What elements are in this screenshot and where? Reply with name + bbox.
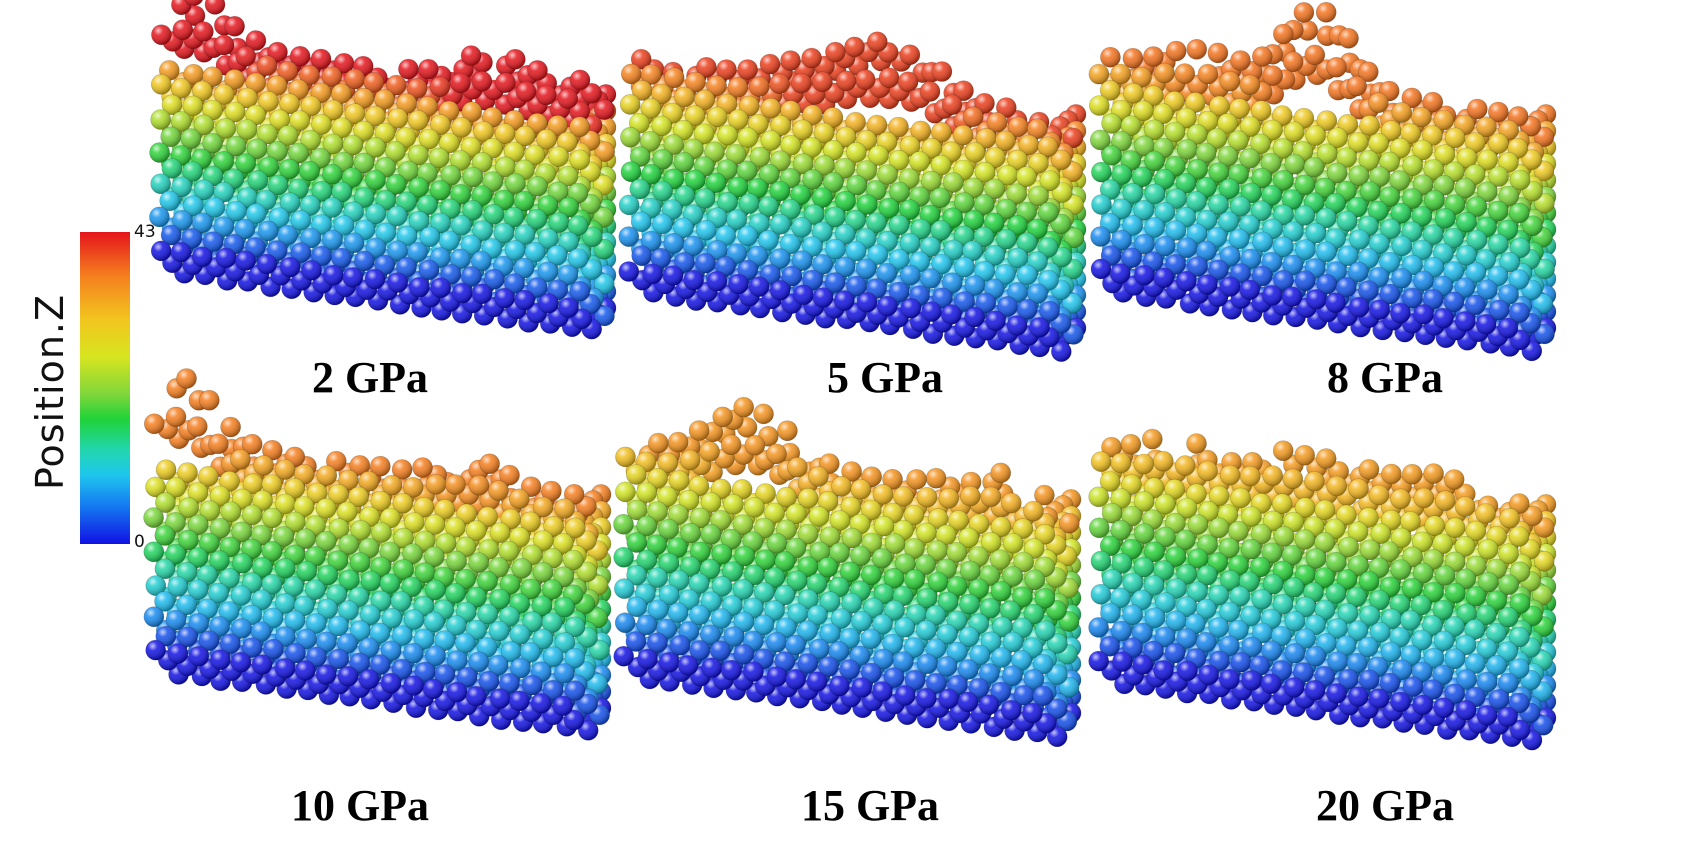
atom-slab-2gpa (149, 0, 617, 340)
panel-label-8gpa: 8 GPa (1326, 353, 1444, 402)
colorbar-min-label: 0 (134, 532, 145, 552)
atom-slab-8gpa (1088, 2, 1557, 362)
atom-slab-15gpa (613, 396, 1082, 748)
panel-label-2gpa: 2 GPa (311, 353, 429, 402)
atom-slab-5gpa (618, 31, 1087, 362)
atom-slab-10gpa (143, 368, 612, 741)
colorbar: 43 0 Position.Z (20, 222, 156, 560)
panel-label-15gpa: 15 GPa (800, 781, 940, 830)
colorbar-max-label: 43 (134, 222, 156, 242)
colorbar-title: Position.Z (28, 293, 72, 491)
panel-label-10gpa: 10 GPa (290, 781, 430, 830)
colorbar-gradient (80, 232, 130, 544)
panel-label-20gpa: 20 GPa (1315, 781, 1455, 830)
atom-slab-20gpa (1088, 428, 1557, 751)
panel-label-5gpa: 5 GPa (826, 353, 944, 402)
